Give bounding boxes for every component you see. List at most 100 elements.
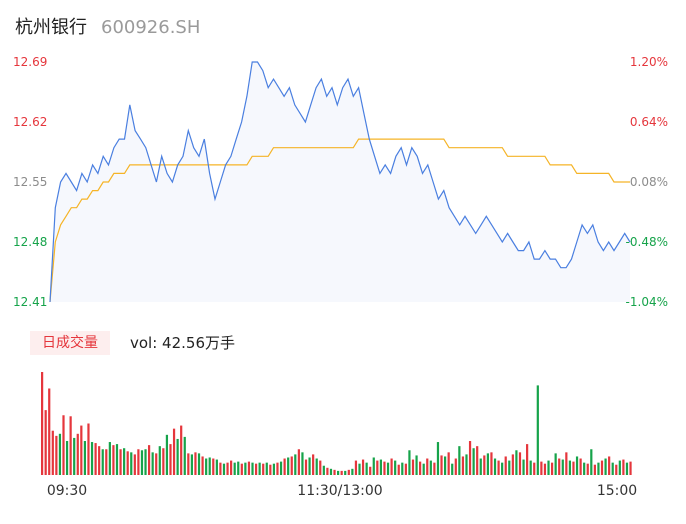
volume-bar (476, 446, 479, 475)
percent-axis-labels: 1.20% 0.64% 0.08% -0.48% -1.04% (626, 55, 668, 309)
volume-bar (94, 443, 97, 475)
volume-bar (540, 461, 543, 475)
volume-bar (483, 455, 486, 475)
volume-bar (583, 462, 586, 475)
volume-bar (629, 461, 632, 475)
price-tick-label: 12.48 (13, 235, 47, 249)
volume-bar (561, 459, 564, 475)
volume-bar (262, 463, 265, 475)
volume-bar (397, 464, 400, 475)
volume-bar (447, 452, 450, 475)
volume-bars (41, 372, 632, 475)
volume-bar (625, 462, 629, 475)
volume-bar (272, 463, 276, 475)
volume-bar (511, 454, 514, 475)
volume-bar (230, 460, 233, 475)
volume-bar (144, 449, 147, 475)
volume-bar (297, 449, 300, 475)
volume-bar (618, 460, 621, 475)
price-tick-label: 12.41 (13, 295, 47, 309)
volume-bar (162, 448, 165, 475)
volume-bar (515, 450, 518, 475)
volume-bar (622, 459, 625, 475)
volume-bar (73, 437, 76, 475)
volume-bar (322, 465, 325, 475)
volume-bar (422, 463, 425, 475)
volume-bar (554, 453, 557, 475)
volume-bar (254, 463, 258, 475)
volume-bar (123, 448, 126, 475)
volume-bar (251, 462, 254, 475)
volume-bar (579, 458, 582, 475)
volume-bar (294, 454, 297, 475)
volume-bar (615, 464, 618, 475)
average-price-series (49, 138, 630, 303)
volume-bar (197, 453, 201, 475)
volume-bar (83, 441, 87, 475)
percent-tick-label: 0.64% (630, 115, 668, 129)
volume-bar (508, 460, 511, 475)
volume-bar (69, 416, 72, 475)
percent-tick-label: 1.20% (630, 55, 668, 69)
volume-bar (208, 457, 211, 475)
volume-bar (597, 462, 600, 475)
volume-bar (304, 459, 308, 475)
volume-bar (269, 464, 272, 475)
volume-bar (611, 462, 614, 475)
volume-bar (351, 468, 354, 475)
volume-bar (543, 463, 547, 475)
volume-bar (415, 455, 418, 475)
price-tick-label: 12.55 (13, 175, 47, 189)
volume-bar (137, 449, 140, 475)
volume-bar (369, 466, 372, 475)
volume-bar (194, 452, 197, 475)
volume-bar (454, 458, 457, 475)
volume-bar (461, 456, 465, 475)
volume-bar (344, 470, 347, 475)
volume-bar (48, 388, 51, 475)
volume-bar (287, 457, 290, 475)
volume-bar (408, 450, 411, 475)
time-tick-label: 09:30 (47, 483, 87, 499)
volume-bar (593, 464, 596, 475)
volume-bar (575, 456, 579, 475)
percent-tick-label: 0.08% (630, 175, 668, 189)
volume-bar (565, 452, 568, 475)
volume-bar (426, 458, 429, 475)
time-tick-label: 15:00 (597, 483, 637, 499)
volume-bar (319, 460, 322, 475)
volume-bar (568, 460, 572, 475)
volume-bar (140, 450, 144, 475)
volume-bar (215, 459, 218, 475)
volume-bar (119, 449, 122, 475)
volume-bar (158, 446, 161, 475)
volume-bar (472, 448, 475, 475)
volume-bar (279, 461, 283, 475)
volume-bar (529, 460, 532, 475)
volume-bar (126, 451, 129, 475)
volume-bar (590, 449, 593, 475)
volume-bar (586, 463, 589, 475)
volume-bar (312, 454, 315, 475)
volume-bar (90, 442, 94, 475)
volume-bar (58, 433, 62, 475)
volume-bar (283, 458, 286, 475)
volume-bar (308, 457, 311, 475)
volume-bar (394, 460, 397, 475)
volume-bar (372, 457, 375, 475)
price-area-shape (50, 62, 630, 302)
volume-bar (497, 460, 500, 475)
volume-bar (547, 460, 550, 475)
average-price-line (49, 138, 630, 303)
volume-bar (258, 462, 261, 475)
volume-bar (404, 463, 407, 475)
volume-bar (340, 470, 343, 475)
stock-name: 杭州银行 (15, 17, 87, 38)
price-tick-label: 12.69 (13, 55, 47, 69)
volume-bar (383, 461, 386, 475)
time-axis-labels: 09:30 11:30/13:00 15:00 (47, 483, 637, 499)
volume-bar (151, 452, 154, 475)
volume-bar (265, 462, 268, 475)
price-axis-labels: 12.69 12.62 12.55 12.48 12.41 (13, 55, 47, 309)
